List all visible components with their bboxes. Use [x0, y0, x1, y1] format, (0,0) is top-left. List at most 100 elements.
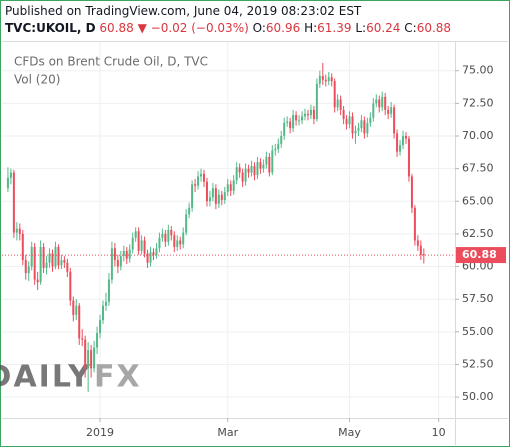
- candle-body: [78, 305, 81, 339]
- candle-body: [146, 253, 149, 263]
- candle-body: [342, 109, 345, 120]
- candle-body: [164, 233, 167, 242]
- ohlc-value: 60.24: [366, 21, 401, 35]
- candle-body: [143, 240, 146, 254]
- candle-body: [158, 237, 161, 249]
- candle-body: [9, 172, 12, 178]
- candle-body: [188, 207, 191, 215]
- candle-body: [182, 232, 185, 245]
- ohlc-label: O:: [252, 21, 266, 35]
- candle-body: [140, 240, 143, 251]
- candle-body: [18, 228, 21, 234]
- candle-body: [327, 77, 330, 82]
- candle-body: [295, 115, 298, 121]
- candle-body: [205, 181, 208, 202]
- candle-body: [312, 109, 315, 120]
- candle-body: [211, 188, 214, 198]
- candle-body: [289, 121, 292, 129]
- candle-body: [176, 240, 179, 247]
- candle-body: [324, 79, 327, 82]
- symbol-line: TVC:UKOIL, D 60.88 ▼ −0.02 (−0.03%) O:60…: [5, 20, 451, 37]
- candle-body: [407, 138, 410, 177]
- candle-body: [96, 333, 99, 348]
- candle-body: [286, 121, 289, 123]
- candle-body: [399, 145, 402, 152]
- candle-body: [351, 116, 354, 134]
- candle-body: [309, 109, 312, 116]
- candle-body: [161, 233, 164, 238]
- candle-body: [81, 338, 84, 340]
- ohlc-label: H:: [304, 21, 318, 35]
- candle-body: [191, 184, 194, 208]
- ohlc-value: 60.88: [416, 21, 452, 35]
- candle-body: [244, 168, 247, 182]
- candle-body: [378, 99, 381, 108]
- candle-body: [226, 184, 229, 193]
- candle-body: [39, 246, 42, 283]
- candle-body: [256, 162, 259, 176]
- y-tick-label: 52.50: [462, 357, 494, 370]
- candle-body: [336, 99, 339, 108]
- candle-body: [217, 194, 220, 204]
- candle-body: [410, 176, 413, 208]
- candle-body: [90, 350, 93, 369]
- candle-body: [57, 246, 60, 266]
- candle-body: [280, 136, 283, 144]
- candle-body: [259, 162, 262, 169]
- candle-body: [274, 149, 277, 151]
- candle-body: [24, 260, 27, 274]
- x-tick-label: 10: [432, 426, 446, 439]
- candle-body: [404, 136, 407, 139]
- candle-body: [384, 96, 387, 110]
- y-tick-label: 65.00: [462, 194, 494, 207]
- candle-body: [366, 122, 369, 134]
- candle-body: [30, 246, 33, 267]
- candle-body: [301, 116, 304, 121]
- x-tick-label: Mar: [217, 426, 238, 439]
- candle-body: [84, 339, 87, 369]
- candle-body: [229, 184, 232, 191]
- candle-body: [60, 260, 63, 266]
- candle-body: [179, 240, 182, 245]
- candle-body: [357, 128, 360, 131]
- y-tick-label: 57.50: [462, 292, 494, 305]
- published-line: Published on TradingView.com, June 04, 2…: [5, 3, 451, 20]
- candle-body: [333, 81, 336, 108]
- candle-body: [321, 75, 324, 80]
- x-tick-label: May: [338, 426, 361, 439]
- candle-body: [197, 176, 200, 186]
- candle-body: [122, 250, 125, 257]
- symbol: TVC:UKOIL, D: [5, 21, 96, 35]
- grid: [2, 42, 455, 418]
- candle-body: [27, 266, 30, 274]
- candle-body: [6, 177, 9, 189]
- candle-body: [54, 246, 57, 267]
- candle-body: [262, 164, 265, 169]
- candle-body: [250, 166, 253, 173]
- candle-body: [345, 119, 348, 125]
- ohlc-value: 60.96: [265, 21, 301, 35]
- candle-body: [33, 246, 36, 280]
- candle-body: [99, 320, 102, 334]
- candle-body: [419, 245, 422, 255]
- x-tick-label: 2019: [86, 426, 114, 439]
- candle-body: [232, 180, 235, 191]
- candle-body: [134, 231, 137, 238]
- indicator-label: Vol (20): [14, 73, 60, 87]
- watermark: DAILY: [0, 360, 92, 395]
- published: Published on TradingView.com, June 04, 2…: [5, 4, 362, 18]
- candle-body: [125, 250, 128, 259]
- candle-body: [15, 228, 18, 233]
- candle-body: [63, 260, 66, 263]
- candle-body: [167, 230, 170, 242]
- candle-body: [152, 252, 155, 255]
- candle-body: [241, 172, 244, 182]
- candle-body: [393, 107, 396, 134]
- candle-body: [185, 214, 188, 233]
- last-price-label: 60.88: [462, 248, 497, 261]
- candle-body: [223, 192, 226, 200]
- candle-body: [303, 113, 306, 117]
- candle-body: [200, 173, 203, 177]
- candle-body: [422, 254, 425, 256]
- candle-body: [396, 133, 399, 152]
